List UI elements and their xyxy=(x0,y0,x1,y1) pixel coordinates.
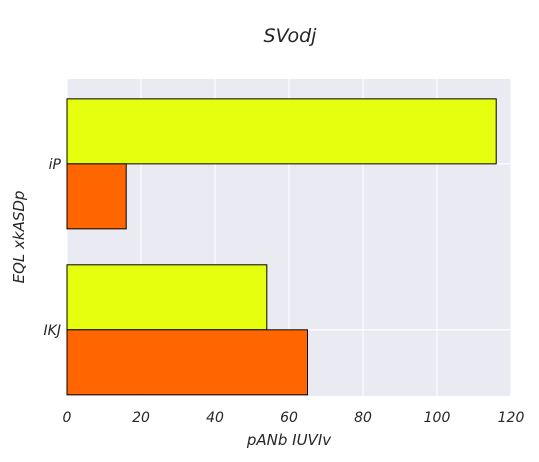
chart-title: SVodj xyxy=(264,25,318,47)
x-axis-label: pANb IUVIv xyxy=(246,431,332,449)
x-tick-labels: 0 20 40 60 80 100 120 xyxy=(63,410,525,426)
x-tick-label: 40 xyxy=(206,410,224,426)
bar-IKJ-series-2 xyxy=(66,329,308,396)
x-tick-label: 100 xyxy=(424,410,451,426)
bar-IKJ-series-1 xyxy=(66,264,268,331)
y-tick-label-iP: iP xyxy=(49,157,62,173)
x-tick-label: 120 xyxy=(498,410,525,426)
x-tick-label: 80 xyxy=(354,410,372,426)
bars xyxy=(66,98,497,396)
y-tick-labels: iP IKJ xyxy=(44,157,62,339)
x-tick-label: 20 xyxy=(132,410,150,426)
bar-iP-series-2 xyxy=(66,163,127,230)
y-axis-label: EQL xkASDp xyxy=(10,191,28,284)
y-tick-label-IKJ: IKJ xyxy=(44,323,61,339)
bar-iP-series-1 xyxy=(66,98,497,165)
x-tick-label: 0 xyxy=(63,410,72,426)
x-tick-label: 60 xyxy=(280,410,298,426)
